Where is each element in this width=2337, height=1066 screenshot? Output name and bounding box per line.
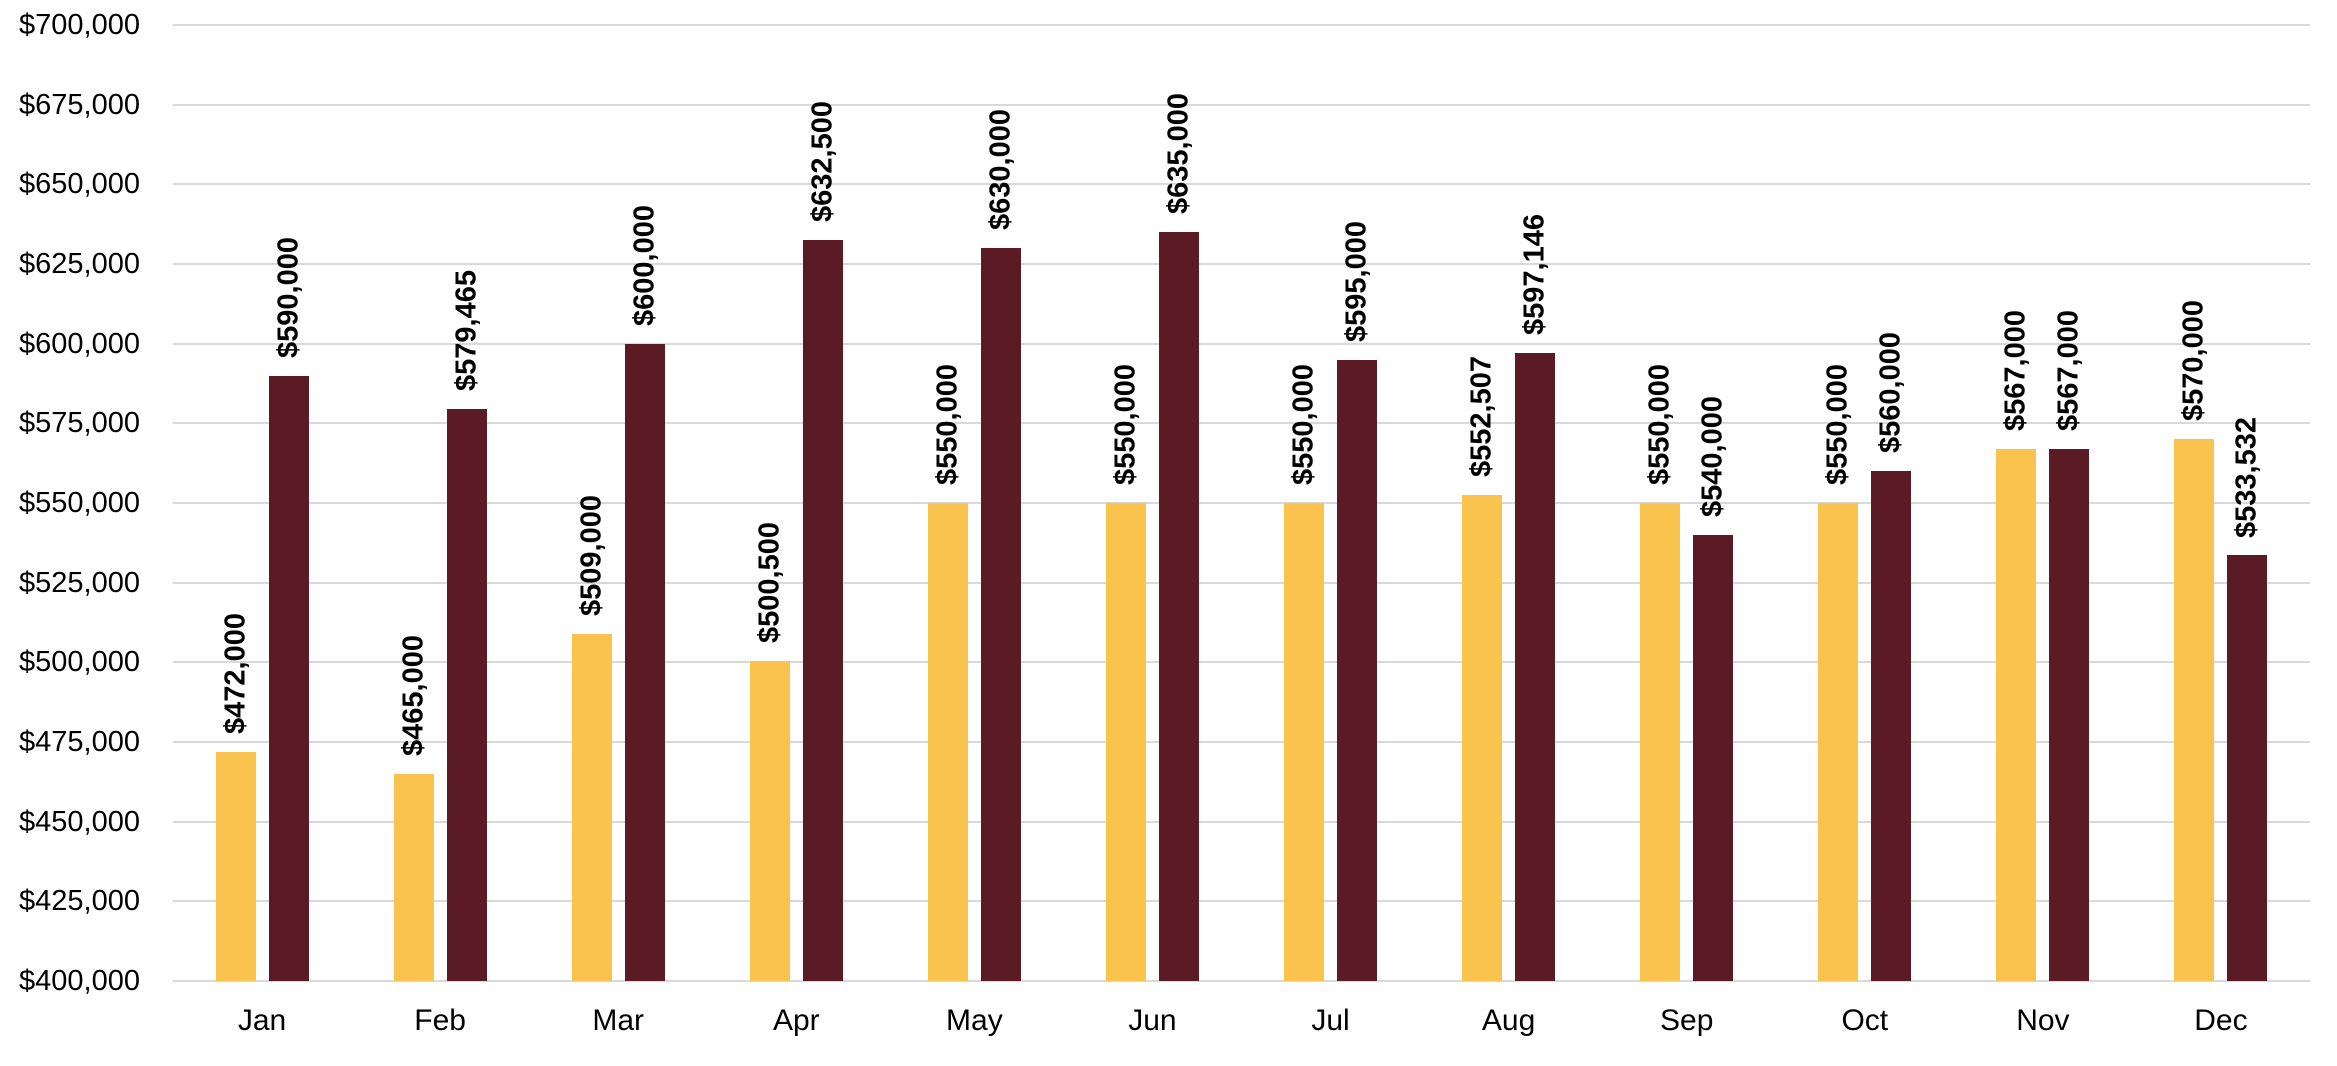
y-axis-tick-label: $475,000 <box>19 726 140 758</box>
month-group-apr: $500,500 $632,500 <box>707 25 885 981</box>
bar-gold-sep <box>1640 503 1681 981</box>
bar-gold-jul <box>1284 503 1325 981</box>
month-group-dec: $570,000 $533,532 <box>2132 25 2310 981</box>
gridline <box>173 183 2310 186</box>
bar-gold-dec <box>2174 439 2215 981</box>
gridline <box>173 24 2310 26</box>
month-group-jan: $472,000 $590,000 <box>173 25 351 981</box>
month-group-nov: $567,000 $567,000 <box>1954 25 2132 981</box>
bar-value-label-maroon-mar: $600,000 <box>628 204 661 326</box>
bar-value-label-gold-dec: $570,000 <box>2177 300 2210 422</box>
x-axis-category-label-aug: Aug <box>1481 1004 1536 1037</box>
gridline <box>173 741 2310 743</box>
y-axis-tick-label: $550,000 <box>19 487 140 519</box>
bar-maroon-jan <box>268 375 309 981</box>
bar-value-label-maroon-oct: $560,000 <box>1874 332 1907 454</box>
bar-maroon-aug <box>1515 352 1556 981</box>
month-group-may: $550,000 $630,000 <box>885 25 1063 981</box>
bar-value-label-gold-apr: $500,500 <box>753 521 786 643</box>
y-axis-tick-label: $425,000 <box>19 885 140 918</box>
x-axis-category-label-sep: Sep <box>1660 1004 1714 1037</box>
bar-value-label-gold-oct: $550,000 <box>1821 364 1854 485</box>
y-axis-tick-label: $675,000 <box>19 88 140 121</box>
y-axis-tick-label: $500,000 <box>19 646 140 679</box>
x-axis-line <box>173 980 2310 982</box>
month-group-feb: $465,000 $579,465 <box>351 25 529 981</box>
y-axis-tick-label: $575,000 <box>19 407 140 440</box>
y-axis-tick-label: $625,000 <box>19 248 140 280</box>
bar-maroon-mar <box>624 343 665 981</box>
gridline <box>173 820 2310 823</box>
bar-gold-aug <box>1462 495 1503 981</box>
y-axis-tick-label: $700,000 <box>19 9 140 41</box>
bar-value-label-gold-jan: $472,000 <box>219 612 252 734</box>
bar-maroon-oct <box>1871 471 1912 981</box>
bar-gold-jun <box>1105 503 1146 981</box>
gridline <box>173 422 2310 425</box>
bar-gold-feb <box>393 773 434 981</box>
x-axis-category-label-mar: Mar <box>592 1004 645 1037</box>
y-axis-tick-label: $650,000 <box>19 168 140 201</box>
month-group-jun: $550,000 $635,000 <box>1063 25 1241 981</box>
bar-value-label-gold-jun: $550,000 <box>1109 364 1142 485</box>
y-axis-tick-label: $525,000 <box>19 566 140 599</box>
bar-value-label-gold-aug: $552,507 <box>1465 356 1498 478</box>
bar-gold-nov <box>1996 448 2037 981</box>
bar-value-label-maroon-may: $630,000 <box>984 109 1017 231</box>
x-axis-category-label-jan: Jan <box>237 1004 287 1037</box>
gridline <box>173 581 2310 584</box>
x-axis-category-label-jul: Jul <box>1311 1004 1350 1037</box>
y-axis-tick-label: $400,000 <box>19 965 140 997</box>
x-axis-category-label-nov: Nov <box>2016 1004 2070 1037</box>
bar-value-label-maroon-apr: $632,500 <box>806 101 839 223</box>
bar-gold-apr <box>749 660 790 981</box>
month-group-jul: $550,000 $595,000 <box>1242 25 1420 981</box>
bar-value-label-maroon-aug: $597,146 <box>1518 213 1551 335</box>
bar-value-label-gold-feb: $465,000 <box>397 634 430 756</box>
bar-value-label-gold-may: $550,000 <box>931 364 964 485</box>
bar-gold-mar <box>571 633 612 981</box>
bar-maroon-nov <box>2049 448 2090 981</box>
x-axis-category-label-oct: Oct <box>1841 1004 1889 1037</box>
bar-value-label-maroon-feb: $579,465 <box>450 270 483 392</box>
bar-maroon-apr <box>802 240 843 981</box>
bar-gold-oct <box>1818 503 1859 981</box>
y-axis-tick-label: $450,000 <box>19 805 140 838</box>
bar-value-label-maroon-jan: $590,000 <box>272 236 305 358</box>
bar-value-label-maroon-dec: $533,532 <box>2230 416 2263 538</box>
x-axis-category-label-may: May <box>946 1004 1003 1037</box>
bar-maroon-may <box>980 248 1021 981</box>
bar-value-label-gold-jul: $550,000 <box>1287 364 1320 485</box>
gridline <box>173 263 2310 265</box>
gridline <box>173 900 2310 903</box>
gridline <box>173 502 2310 504</box>
bar-maroon-jul <box>1337 359 1378 981</box>
month-group-sep: $550,000 $540,000 <box>1598 25 1776 981</box>
x-axis-category-label-apr: Apr <box>772 1004 820 1037</box>
y-axis-tick-label: $600,000 <box>19 327 140 360</box>
bar-value-label-maroon-jul: $595,000 <box>1340 220 1373 342</box>
x-axis-category-label-feb: Feb <box>414 1004 466 1037</box>
month-group-oct: $550,000 $560,000 <box>1776 25 1954 981</box>
gridline <box>173 103 2310 106</box>
bar-gold-may <box>927 503 968 981</box>
bar-maroon-feb <box>446 409 487 981</box>
bar-gold-jan <box>215 751 256 981</box>
x-axis-category-label-jun: Jun <box>1128 1004 1177 1037</box>
bar-value-label-gold-sep: $550,000 <box>1643 364 1676 485</box>
bar-value-label-maroon-nov: $567,000 <box>2052 309 2085 431</box>
month-group-mar: $509,000 $600,000 <box>529 25 707 981</box>
bar-value-label-gold-mar: $509,000 <box>575 494 608 616</box>
bar-maroon-sep <box>1693 534 1734 981</box>
x-axis-category-label-dec: Dec <box>2194 1004 2248 1037</box>
bar-value-label-maroon-sep: $540,000 <box>1696 395 1729 517</box>
month-group-aug: $552,507 $597,146 <box>1420 25 1598 981</box>
bar-maroon-jun <box>1158 232 1199 981</box>
bar-maroon-dec <box>2227 555 2268 981</box>
gridline <box>173 342 2310 345</box>
bar-value-label-maroon-jun: $635,000 <box>1162 93 1195 215</box>
gridline <box>173 661 2310 664</box>
bar-value-label-gold-nov: $567,000 <box>1999 309 2032 431</box>
